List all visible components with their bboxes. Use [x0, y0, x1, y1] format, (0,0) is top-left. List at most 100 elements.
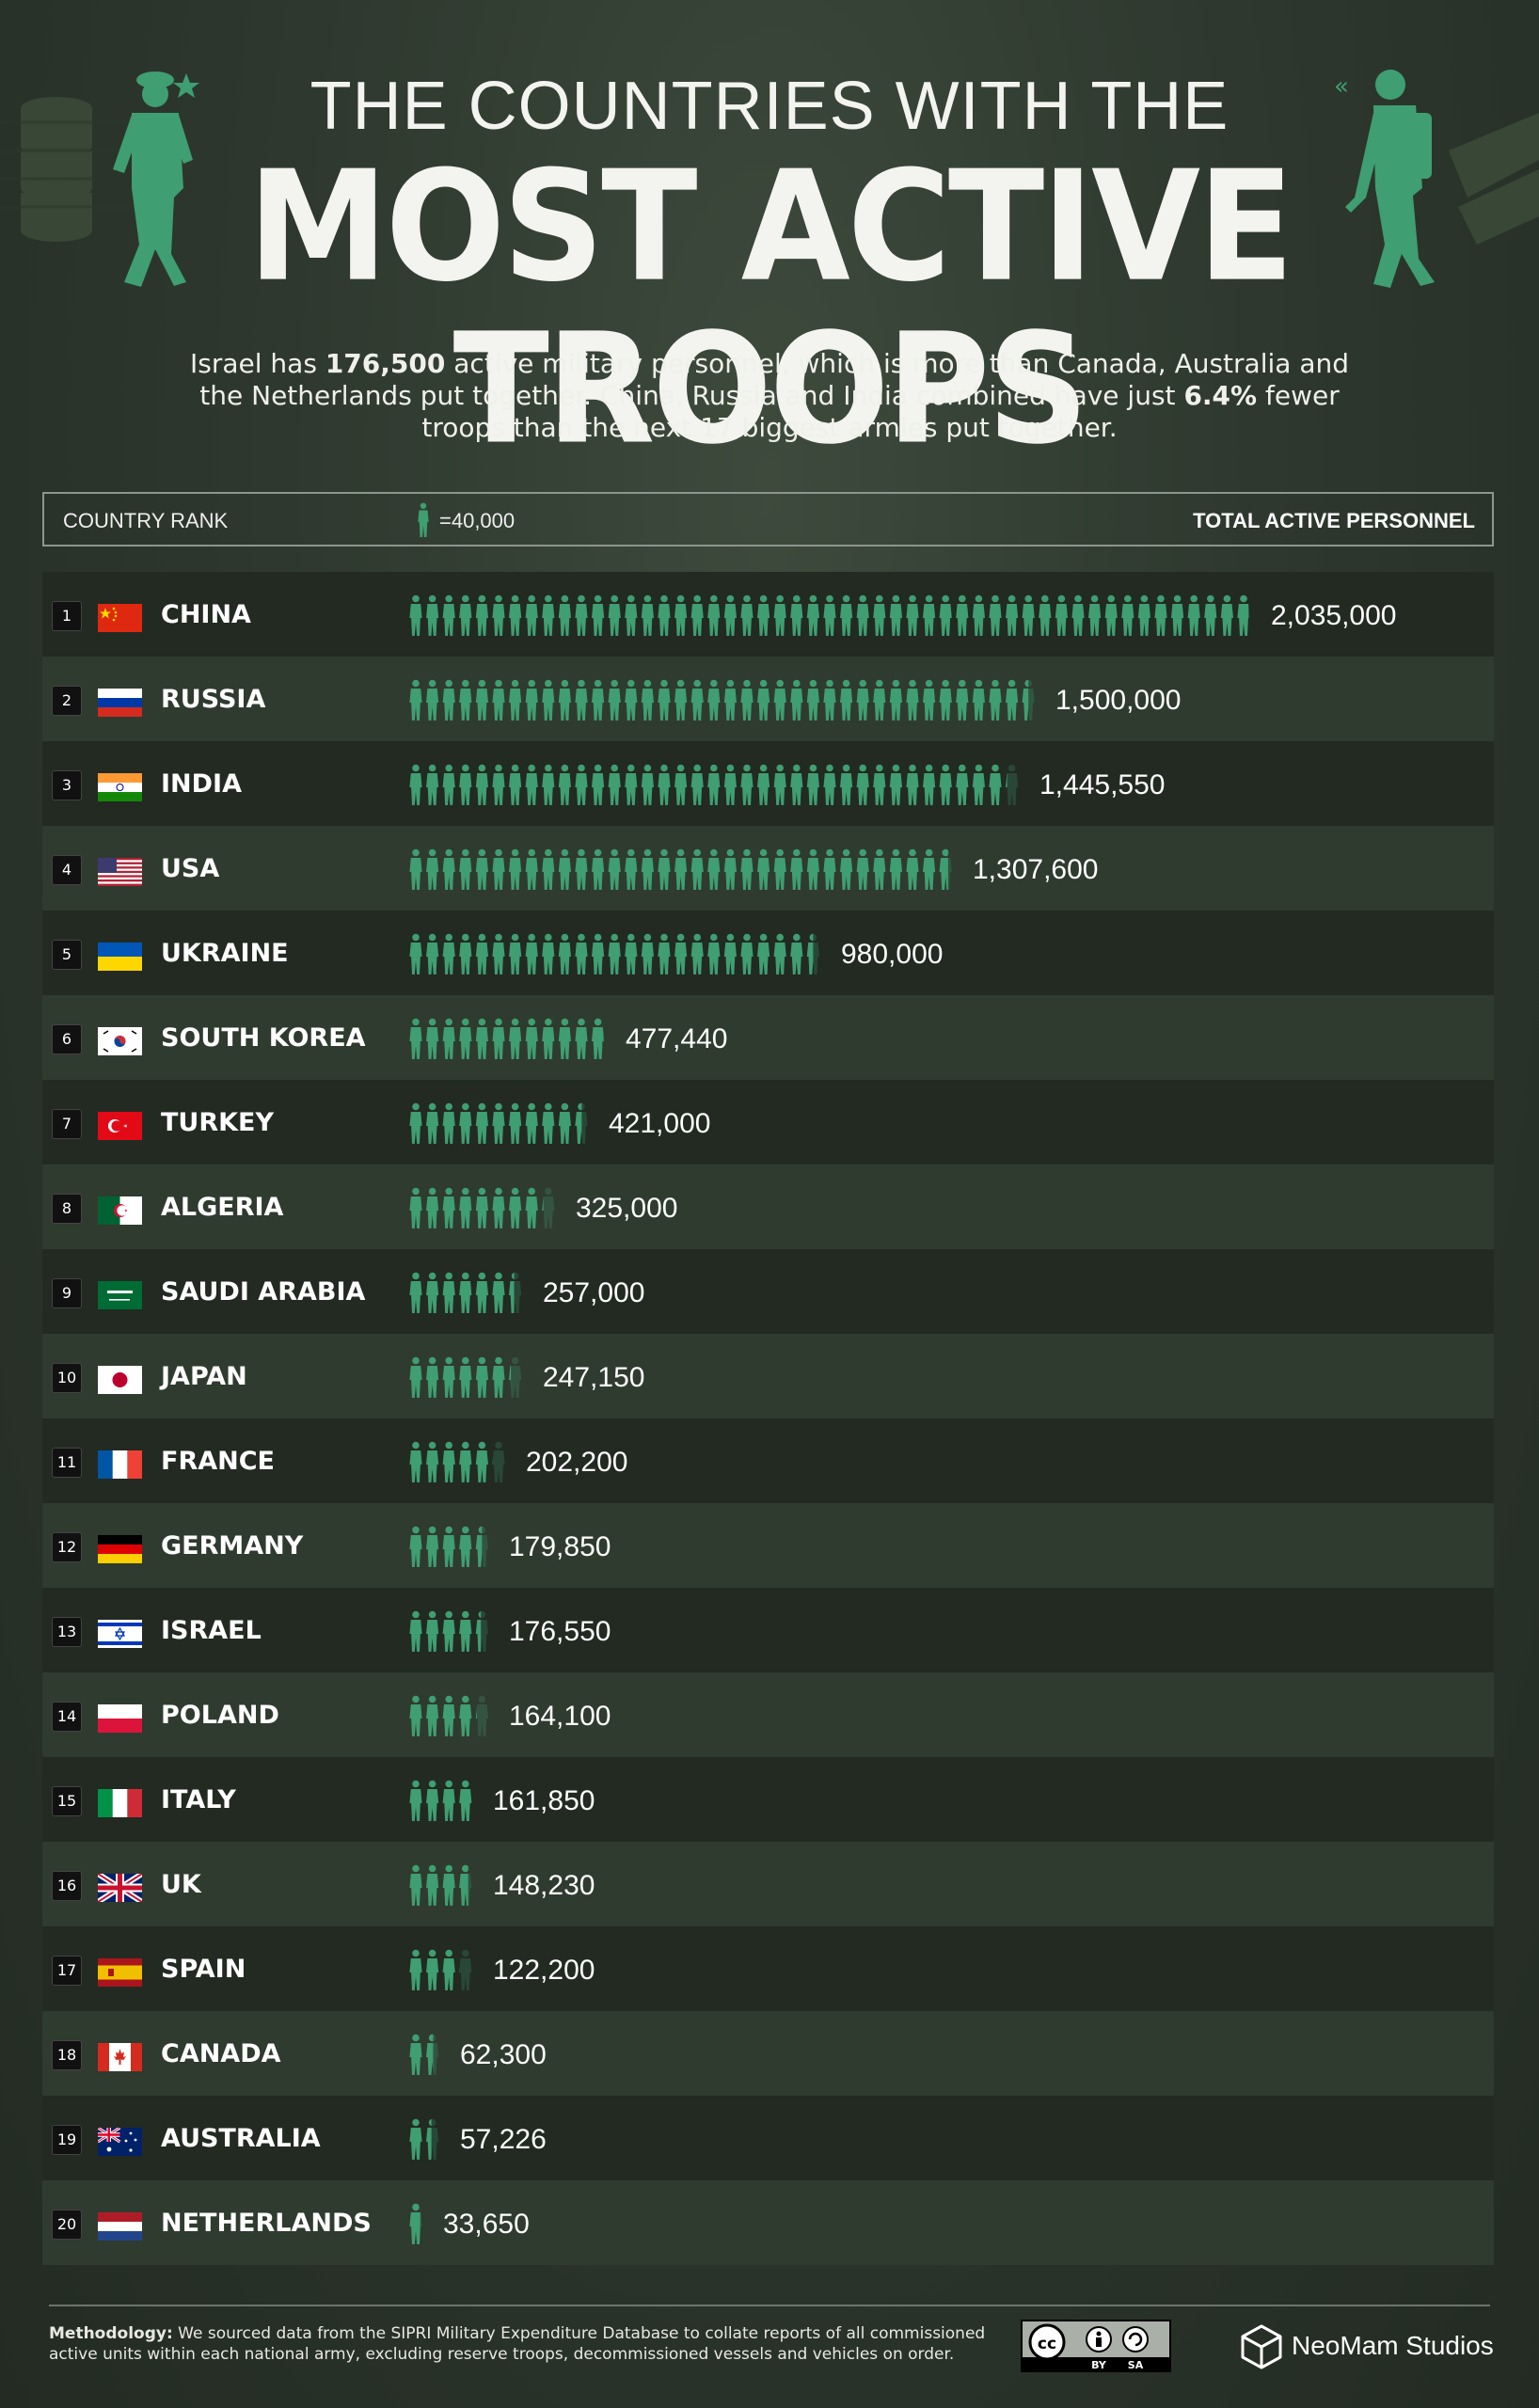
soldier-icon [575, 1102, 588, 1144]
soldier-icon [856, 848, 869, 890]
soldier-icon [989, 679, 1002, 721]
soldier-icon [442, 1441, 455, 1482]
flag-australia-icon [98, 2128, 142, 2156]
soldier-icon [459, 1441, 472, 1482]
soldier-icon [426, 1441, 439, 1482]
soldier-icon [1237, 594, 1250, 636]
soldier-icon [409, 679, 422, 721]
soldier-icon [492, 1441, 505, 1482]
flag-italy-icon [98, 1789, 142, 1817]
troop-bar [409, 2118, 439, 2160]
soldier-icon [873, 764, 886, 805]
personnel-value: 161,850 [493, 1785, 595, 1816]
soldier-icon [840, 764, 853, 805]
soldier-icon [475, 933, 488, 974]
soldier-icon [939, 679, 952, 721]
soldier-icon [773, 848, 786, 890]
troop-bar [409, 1780, 472, 1821]
soldier-icon [690, 679, 704, 721]
troop-bar [409, 1272, 522, 1313]
soldier-icon [426, 594, 439, 636]
soldier-icon [939, 764, 952, 805]
soldier-icon [608, 933, 621, 974]
soldier-icon [409, 2203, 422, 2244]
soldier-icon [459, 1610, 472, 1652]
soldier-icon [939, 594, 952, 636]
soldier-icon [492, 1356, 505, 1398]
soldier-icon [459, 1949, 472, 1990]
soldier-icon [409, 1610, 422, 1652]
methodology-label: Methodology: [49, 2324, 173, 2343]
subtitle-part3: fewer troops than the next 17 biggest ar… [421, 380, 1340, 443]
soldier-icon [989, 594, 1002, 636]
country-name: GERMANY [161, 1531, 304, 1560]
soldier-icon [1154, 594, 1167, 636]
soldier-icon [956, 764, 969, 805]
soldier-icon [442, 1864, 455, 1906]
soldier-icon [972, 679, 985, 721]
title-top: THE COUNTRIES WITH THE [309, 69, 1230, 144]
soldier-icon [757, 594, 770, 636]
flag-ukraine-icon [98, 943, 142, 971]
soldier-icon [409, 1102, 422, 1144]
soldier-icon [442, 1526, 455, 1567]
soldier-icon [690, 848, 704, 890]
soldier-icon [856, 679, 869, 721]
country-name: SOUTH KOREA [161, 1023, 366, 1053]
soldier-icon [740, 764, 754, 805]
personnel-value: 247,150 [543, 1362, 645, 1393]
soldier-icon [823, 764, 836, 805]
soldier-icon [641, 933, 654, 974]
flag-poland-icon [98, 1704, 142, 1733]
troop-bar [409, 1187, 555, 1228]
soldier-icon [426, 848, 439, 890]
personnel-value: 122,200 [493, 1955, 595, 1986]
soldier-legend-icon [418, 502, 429, 538]
soldier-icon [492, 679, 505, 721]
table-row: 6 SOUTH KOREA 477,440 [42, 995, 1494, 1080]
subtitle-bold1: 176,500 [325, 348, 446, 379]
country-name: TURKEY [161, 1108, 275, 1137]
personnel-value: 148,230 [493, 1870, 595, 1901]
table-row: 8 ALGERIA 325,000 [42, 1164, 1494, 1249]
soldier-icon [492, 933, 505, 974]
soldier-icon [723, 679, 737, 721]
rank-badge: 2 [52, 686, 82, 716]
soldier-icon [723, 848, 737, 890]
soldier-icon [674, 848, 688, 890]
personnel-value: 325,000 [576, 1193, 678, 1224]
soldier-icon [790, 679, 803, 721]
rank-badge: 13 [52, 1617, 82, 1647]
table-row: 20 NETHERLANDS 33,650 [42, 2180, 1494, 2265]
troop-bar [409, 594, 1250, 636]
soldier-icon [707, 933, 721, 974]
flag-china-icon [98, 604, 142, 632]
soldier-icon [426, 2034, 439, 2075]
soldier-icon [509, 679, 522, 721]
country-name: SAUDI ARABIA [161, 1277, 366, 1307]
country-name: RUSSIA [161, 685, 266, 714]
soldier-icon [409, 2118, 422, 2160]
soldier-icon [773, 764, 786, 805]
soldier-icon [542, 933, 555, 974]
soldier-icon [658, 679, 671, 721]
table-row: 4 USA 1,307,600 [42, 826, 1494, 911]
soldier-icon [442, 1610, 455, 1652]
soldier-icon [475, 1356, 488, 1398]
soldier-icon [492, 1187, 505, 1228]
soldier-icon [542, 848, 555, 890]
rank-badge: 4 [52, 855, 82, 885]
soldier-icon [442, 1272, 455, 1313]
soldier-icon [442, 933, 455, 974]
flag-india-icon [98, 773, 142, 801]
soldier-icon [426, 1610, 439, 1652]
soldier-icon [923, 848, 936, 890]
soldier-icon [674, 679, 688, 721]
rank-badge: 3 [52, 770, 82, 800]
troop-bar [409, 848, 952, 890]
soldier-icon [475, 764, 488, 805]
footer-divider [49, 2305, 1490, 2306]
soldier-icon [690, 933, 704, 974]
soldier-icon [790, 933, 803, 974]
soldier-icon [889, 594, 902, 636]
